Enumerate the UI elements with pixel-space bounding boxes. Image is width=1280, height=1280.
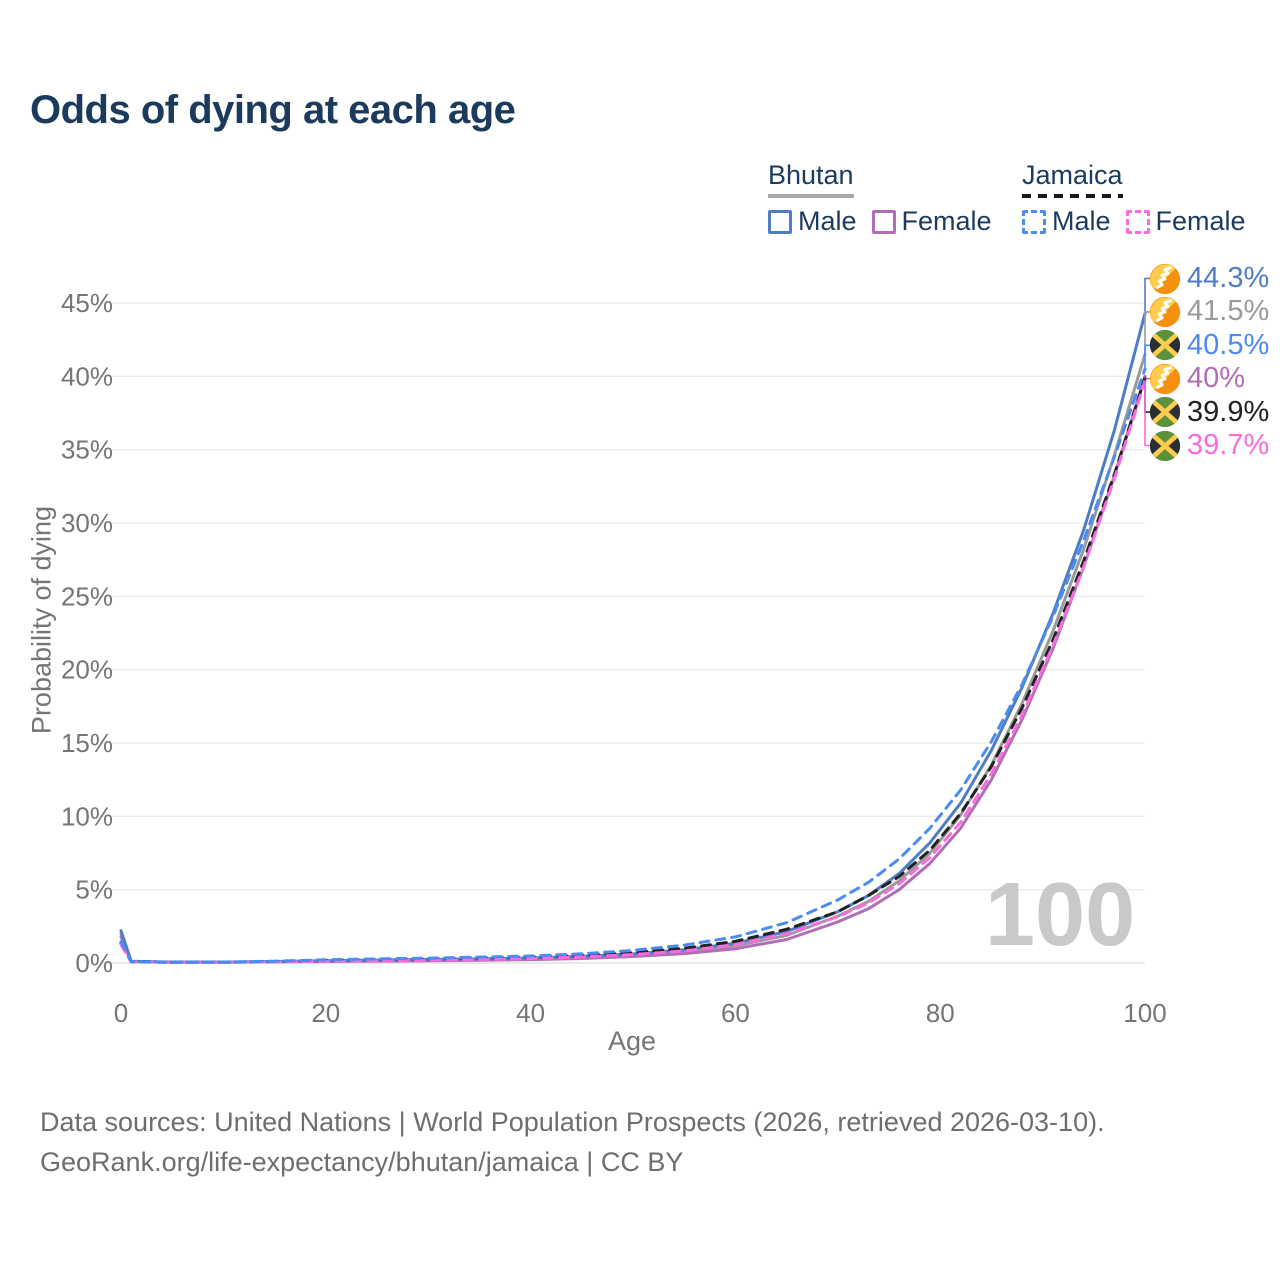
connector-line bbox=[1144, 377, 1154, 413]
x-tick-label: 40 bbox=[516, 998, 545, 1028]
y-tick-label: 10% bbox=[61, 801, 113, 831]
x-tick-label: 20 bbox=[311, 998, 340, 1028]
legend-items-bhutan: Male Female bbox=[768, 206, 992, 237]
y-tick-label: 15% bbox=[61, 728, 113, 758]
connector-line bbox=[1144, 344, 1154, 369]
footer: Data sources: United Nations | World Pop… bbox=[40, 1102, 1105, 1182]
x-tick-label: 80 bbox=[926, 998, 955, 1028]
legend-underline-bhutan bbox=[768, 194, 854, 198]
legend-swatch-bhutan-male bbox=[768, 209, 792, 234]
x-tick-label: 60 bbox=[721, 998, 750, 1028]
y-axis-title: Probability of dying bbox=[26, 505, 57, 735]
legend-swatch-jamaica-male bbox=[1022, 209, 1046, 234]
legend-country-label: Jamaica bbox=[1022, 160, 1123, 190]
legend-item-label: Female bbox=[901, 206, 992, 236]
y-tick-label: 5% bbox=[75, 875, 113, 905]
legend-swatch-jamaica-female bbox=[1125, 209, 1150, 234]
y-tick-label: 40% bbox=[61, 361, 113, 391]
connector-line bbox=[1144, 277, 1154, 314]
legend-item-label: Female bbox=[1155, 206, 1246, 236]
legend-item-bhutan-female[interactable]: Female bbox=[871, 206, 992, 237]
x-tick-label: 0 bbox=[114, 998, 128, 1028]
x-axis-title: Age bbox=[607, 1026, 657, 1056]
legend-country-bhutan: Bhutan bbox=[768, 160, 854, 198]
y-tick-label: 20% bbox=[61, 655, 113, 685]
legend-country-label: Bhutan bbox=[768, 160, 854, 190]
legend-item-bhutan-male[interactable]: Male bbox=[768, 206, 857, 237]
age-watermark: 100 bbox=[985, 865, 1136, 965]
series-line-jamaica-total[interactable] bbox=[119, 376, 1147, 964]
page-title: Odds of dying at each age bbox=[30, 88, 516, 132]
legend-item-label: Male bbox=[1052, 206, 1111, 236]
legend-group-jamaica: Jamaica Male Female bbox=[1022, 160, 1246, 237]
legend-country-jamaica: Jamaica bbox=[1022, 160, 1123, 198]
y-tick-label: 35% bbox=[61, 435, 113, 465]
connector-line bbox=[1144, 311, 1154, 355]
legend-item-jamaica-female[interactable]: Female bbox=[1125, 206, 1246, 237]
legend-item-label: Male bbox=[798, 206, 857, 236]
footer-source: Data sources: United Nations | World Pop… bbox=[40, 1107, 1105, 1137]
footer-attribution: GeoRank.org/life-expectancy/bhutan/jamai… bbox=[40, 1147, 684, 1177]
y-tick-label: 0% bbox=[75, 948, 113, 978]
y-tick-label: 45% bbox=[61, 288, 113, 318]
series-line-jamaica-female[interactable] bbox=[119, 379, 1147, 964]
series-line-jamaica-male[interactable] bbox=[119, 367, 1147, 964]
connector-line bbox=[1144, 380, 1154, 447]
legend-group-bhutan: Bhutan Male Female bbox=[768, 160, 992, 237]
legend-underline-jamaica bbox=[1022, 194, 1123, 198]
legend-item-jamaica-male[interactable]: Male bbox=[1022, 206, 1111, 237]
y-tick-label: 30% bbox=[61, 508, 113, 538]
legend-items-jamaica: Male Female bbox=[1022, 206, 1246, 237]
x-tick-label: 100 bbox=[1123, 998, 1166, 1028]
legend-swatch-bhutan-female bbox=[871, 209, 896, 234]
y-tick-label: 25% bbox=[61, 581, 113, 611]
